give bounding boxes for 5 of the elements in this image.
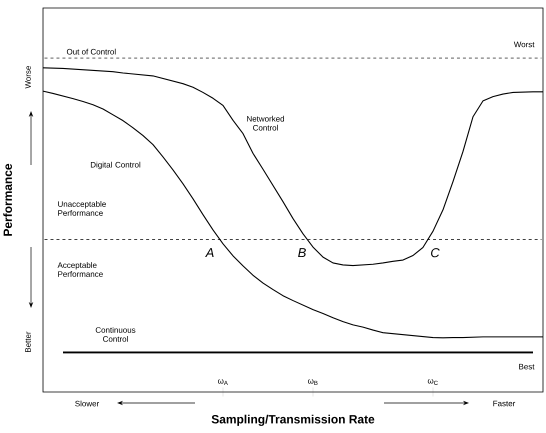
- annotation: B: [298, 248, 306, 258]
- annotation: A: [205, 248, 214, 258]
- y-axis-title: Performance: [3, 164, 12, 236]
- annotation: C: [431, 248, 440, 258]
- x-axis-title: Sampling/Transmission Rate: [212, 414, 374, 426]
